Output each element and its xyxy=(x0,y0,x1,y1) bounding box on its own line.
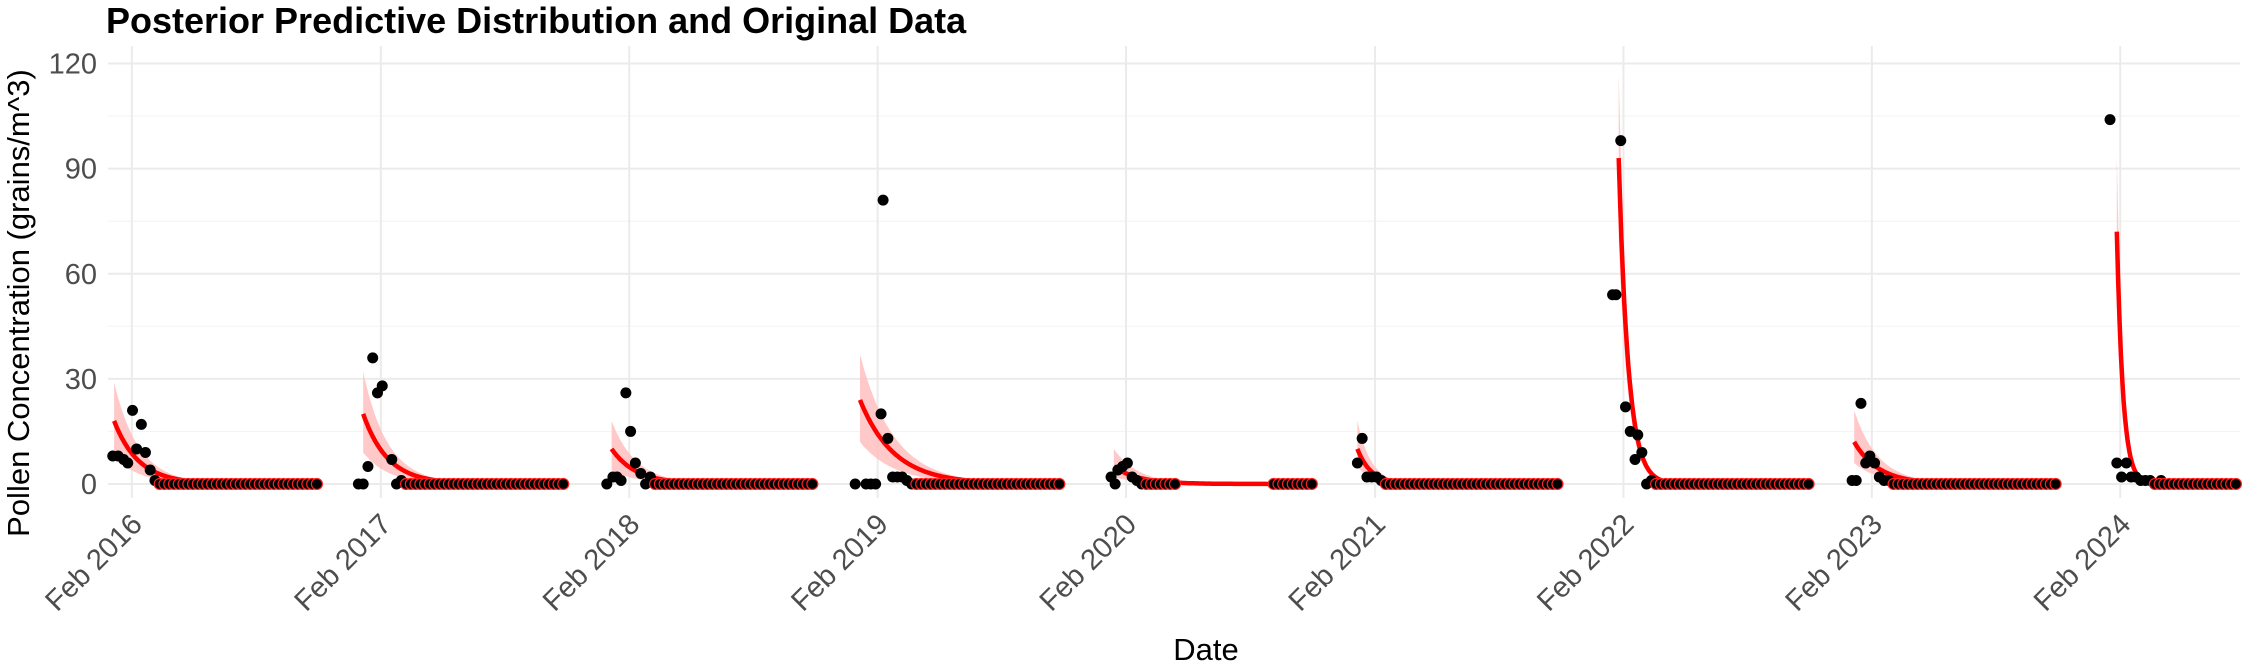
observed-point xyxy=(1629,453,1641,465)
observed-point xyxy=(882,432,894,444)
observed-point xyxy=(875,408,887,420)
observed-point xyxy=(1620,401,1632,413)
observed-point xyxy=(849,478,861,490)
observed-point xyxy=(367,352,379,364)
observed-point xyxy=(1615,135,1627,147)
x-tick-label: Feb 2019 xyxy=(785,508,894,617)
observed-points-layer xyxy=(107,114,2243,491)
x-tick-label: Feb 2017 xyxy=(289,508,398,617)
observed-point xyxy=(386,453,398,465)
observed-point xyxy=(362,460,374,472)
observed-zero-point xyxy=(1305,477,1318,491)
observed-point xyxy=(635,467,647,479)
observed-point xyxy=(877,194,889,206)
observed-point xyxy=(135,418,147,430)
y-axis-title: Pollen Concentration (grains/m^3) xyxy=(1,69,36,537)
observed-point xyxy=(144,464,156,476)
y-tick-label: 30 xyxy=(65,364,97,396)
observed-zero-point xyxy=(1551,477,1564,491)
observed-point xyxy=(2104,114,2116,126)
credible-band xyxy=(2116,154,2238,484)
x-tick-label: Feb 2021 xyxy=(1283,508,1392,617)
observed-zero-point xyxy=(557,477,570,491)
credible-band xyxy=(363,371,566,484)
observed-point xyxy=(2111,457,2123,469)
observed-point xyxy=(1632,429,1644,441)
x-tick-label: Feb 2020 xyxy=(1034,508,1143,617)
observed-point xyxy=(126,404,138,416)
observed-zero-point xyxy=(2229,477,2243,491)
observed-point xyxy=(620,387,632,399)
credible-band xyxy=(114,382,317,484)
observed-point xyxy=(1121,457,1133,469)
observed-point xyxy=(629,457,641,469)
fit-line xyxy=(2114,231,2239,487)
observed-point xyxy=(1356,432,1368,444)
observed-zero-point xyxy=(1802,477,1815,491)
x-tick-label: Feb 2016 xyxy=(39,508,148,617)
credible-band-layer xyxy=(114,74,2238,484)
x-tick-label: Feb 2018 xyxy=(537,508,646,617)
observed-zero-point xyxy=(2049,477,2062,491)
observed-point xyxy=(1109,478,1121,490)
observed-point xyxy=(122,457,134,469)
observed-point xyxy=(870,478,882,490)
observed-point xyxy=(615,474,627,486)
x-tick-label: Feb 2023 xyxy=(1780,508,1889,617)
observed-point xyxy=(2116,471,2128,483)
credible-band xyxy=(1618,74,1808,484)
observed-point xyxy=(1869,457,1881,469)
fit-line-layer xyxy=(112,158,2239,487)
y-tick-label: 120 xyxy=(49,49,97,81)
axis-layer: 0 30 60 90 120 Feb 2016 Feb 2017 Feb 2018 Feb 20… xyxy=(39,49,2137,618)
observed-point xyxy=(1610,289,1622,301)
y-tick-label: 0 xyxy=(81,469,97,501)
observed-zero-point xyxy=(1168,477,1182,491)
observed-point xyxy=(376,380,388,392)
fit-line xyxy=(1616,158,1809,487)
observed-point xyxy=(1850,474,1862,486)
observed-zero-point xyxy=(310,477,324,491)
observed-point xyxy=(139,446,151,458)
observed-point xyxy=(1636,446,1648,458)
credible-band xyxy=(611,420,815,484)
x-axis-title: Date xyxy=(1173,632,1238,667)
y-tick-label: 90 xyxy=(65,154,97,186)
credible-band xyxy=(860,354,1063,484)
observed-point xyxy=(131,443,143,455)
x-tick-label: Feb 2024 xyxy=(2028,508,2137,617)
observed-point xyxy=(2120,457,2132,469)
y-tick-label: 60 xyxy=(65,259,97,291)
observed-zero-point xyxy=(1053,477,1066,491)
observed-zero-point xyxy=(806,477,819,491)
grid-layer xyxy=(108,46,2240,498)
observed-point xyxy=(625,425,637,437)
chart-title: Posterior Predictive Distribution and Or… xyxy=(106,0,967,41)
observed-point xyxy=(1351,457,1363,469)
observed-point xyxy=(357,478,369,490)
observed-point xyxy=(1855,397,1867,409)
credible-band xyxy=(1357,420,1561,484)
x-tick-label: Feb 2022 xyxy=(1531,508,1640,617)
